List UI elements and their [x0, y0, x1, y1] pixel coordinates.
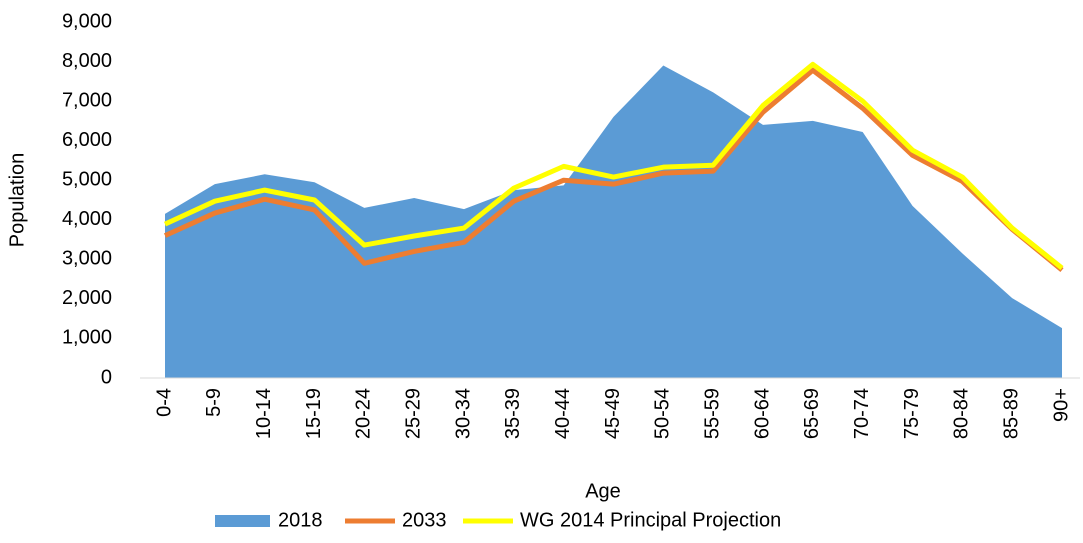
area: [165, 65, 1062, 378]
x-tick-label: 90+: [1050, 388, 1072, 422]
y-tick-label: 8,000: [62, 50, 112, 72]
x-tick-label: 40-44: [552, 388, 574, 439]
y-tick-label: 6,000: [62, 129, 112, 151]
legend-swatch: [215, 515, 270, 527]
line: [163, 67, 1064, 272]
legend-label: 2018: [278, 509, 323, 531]
x-tick-label: 85-89: [1000, 388, 1022, 439]
x-tick-label: 15-19: [303, 388, 325, 439]
x-tick-label: 60-64: [751, 388, 773, 439]
x-tick-label: 20-24: [353, 388, 375, 439]
y-tick-label: 1,000: [62, 327, 112, 349]
x-tick-label: 65-69: [801, 388, 823, 439]
y-tick-label: 2,000: [62, 287, 112, 309]
x-tick-label: 80-84: [951, 388, 973, 439]
x-tick-label: 10-14: [253, 388, 275, 439]
y-tick-label: 9,000: [62, 10, 112, 32]
x-tick-label: 30-34: [452, 388, 474, 439]
y-tick-label: 7,000: [62, 89, 112, 111]
x-tick-label: 70-74: [851, 388, 873, 439]
x-tick-label: 25-29: [402, 388, 424, 439]
y-tick-label: 4,000: [62, 208, 112, 230]
x-tick-label: 45-49: [602, 388, 624, 439]
x-tick-label: 75-79: [901, 388, 923, 439]
x-tick-label: 35-39: [502, 388, 524, 439]
legend-label: 2033: [402, 509, 447, 531]
y-axis-title: Population: [6, 153, 28, 248]
line: [163, 61, 1064, 270]
x-tick-label: 55-59: [701, 388, 723, 439]
y-tick-label: 3,000: [62, 248, 112, 270]
y-tick-label: 5,000: [62, 169, 112, 191]
x-tick-label: 0-4: [153, 388, 175, 417]
x-tick-label: 5-9: [203, 388, 225, 417]
y-tick-label: 0: [101, 366, 112, 388]
legend-label: WG 2014 Principal Projection: [520, 509, 781, 531]
x-tick-label: 50-54: [652, 388, 674, 439]
x-axis-title: Age: [585, 480, 621, 502]
